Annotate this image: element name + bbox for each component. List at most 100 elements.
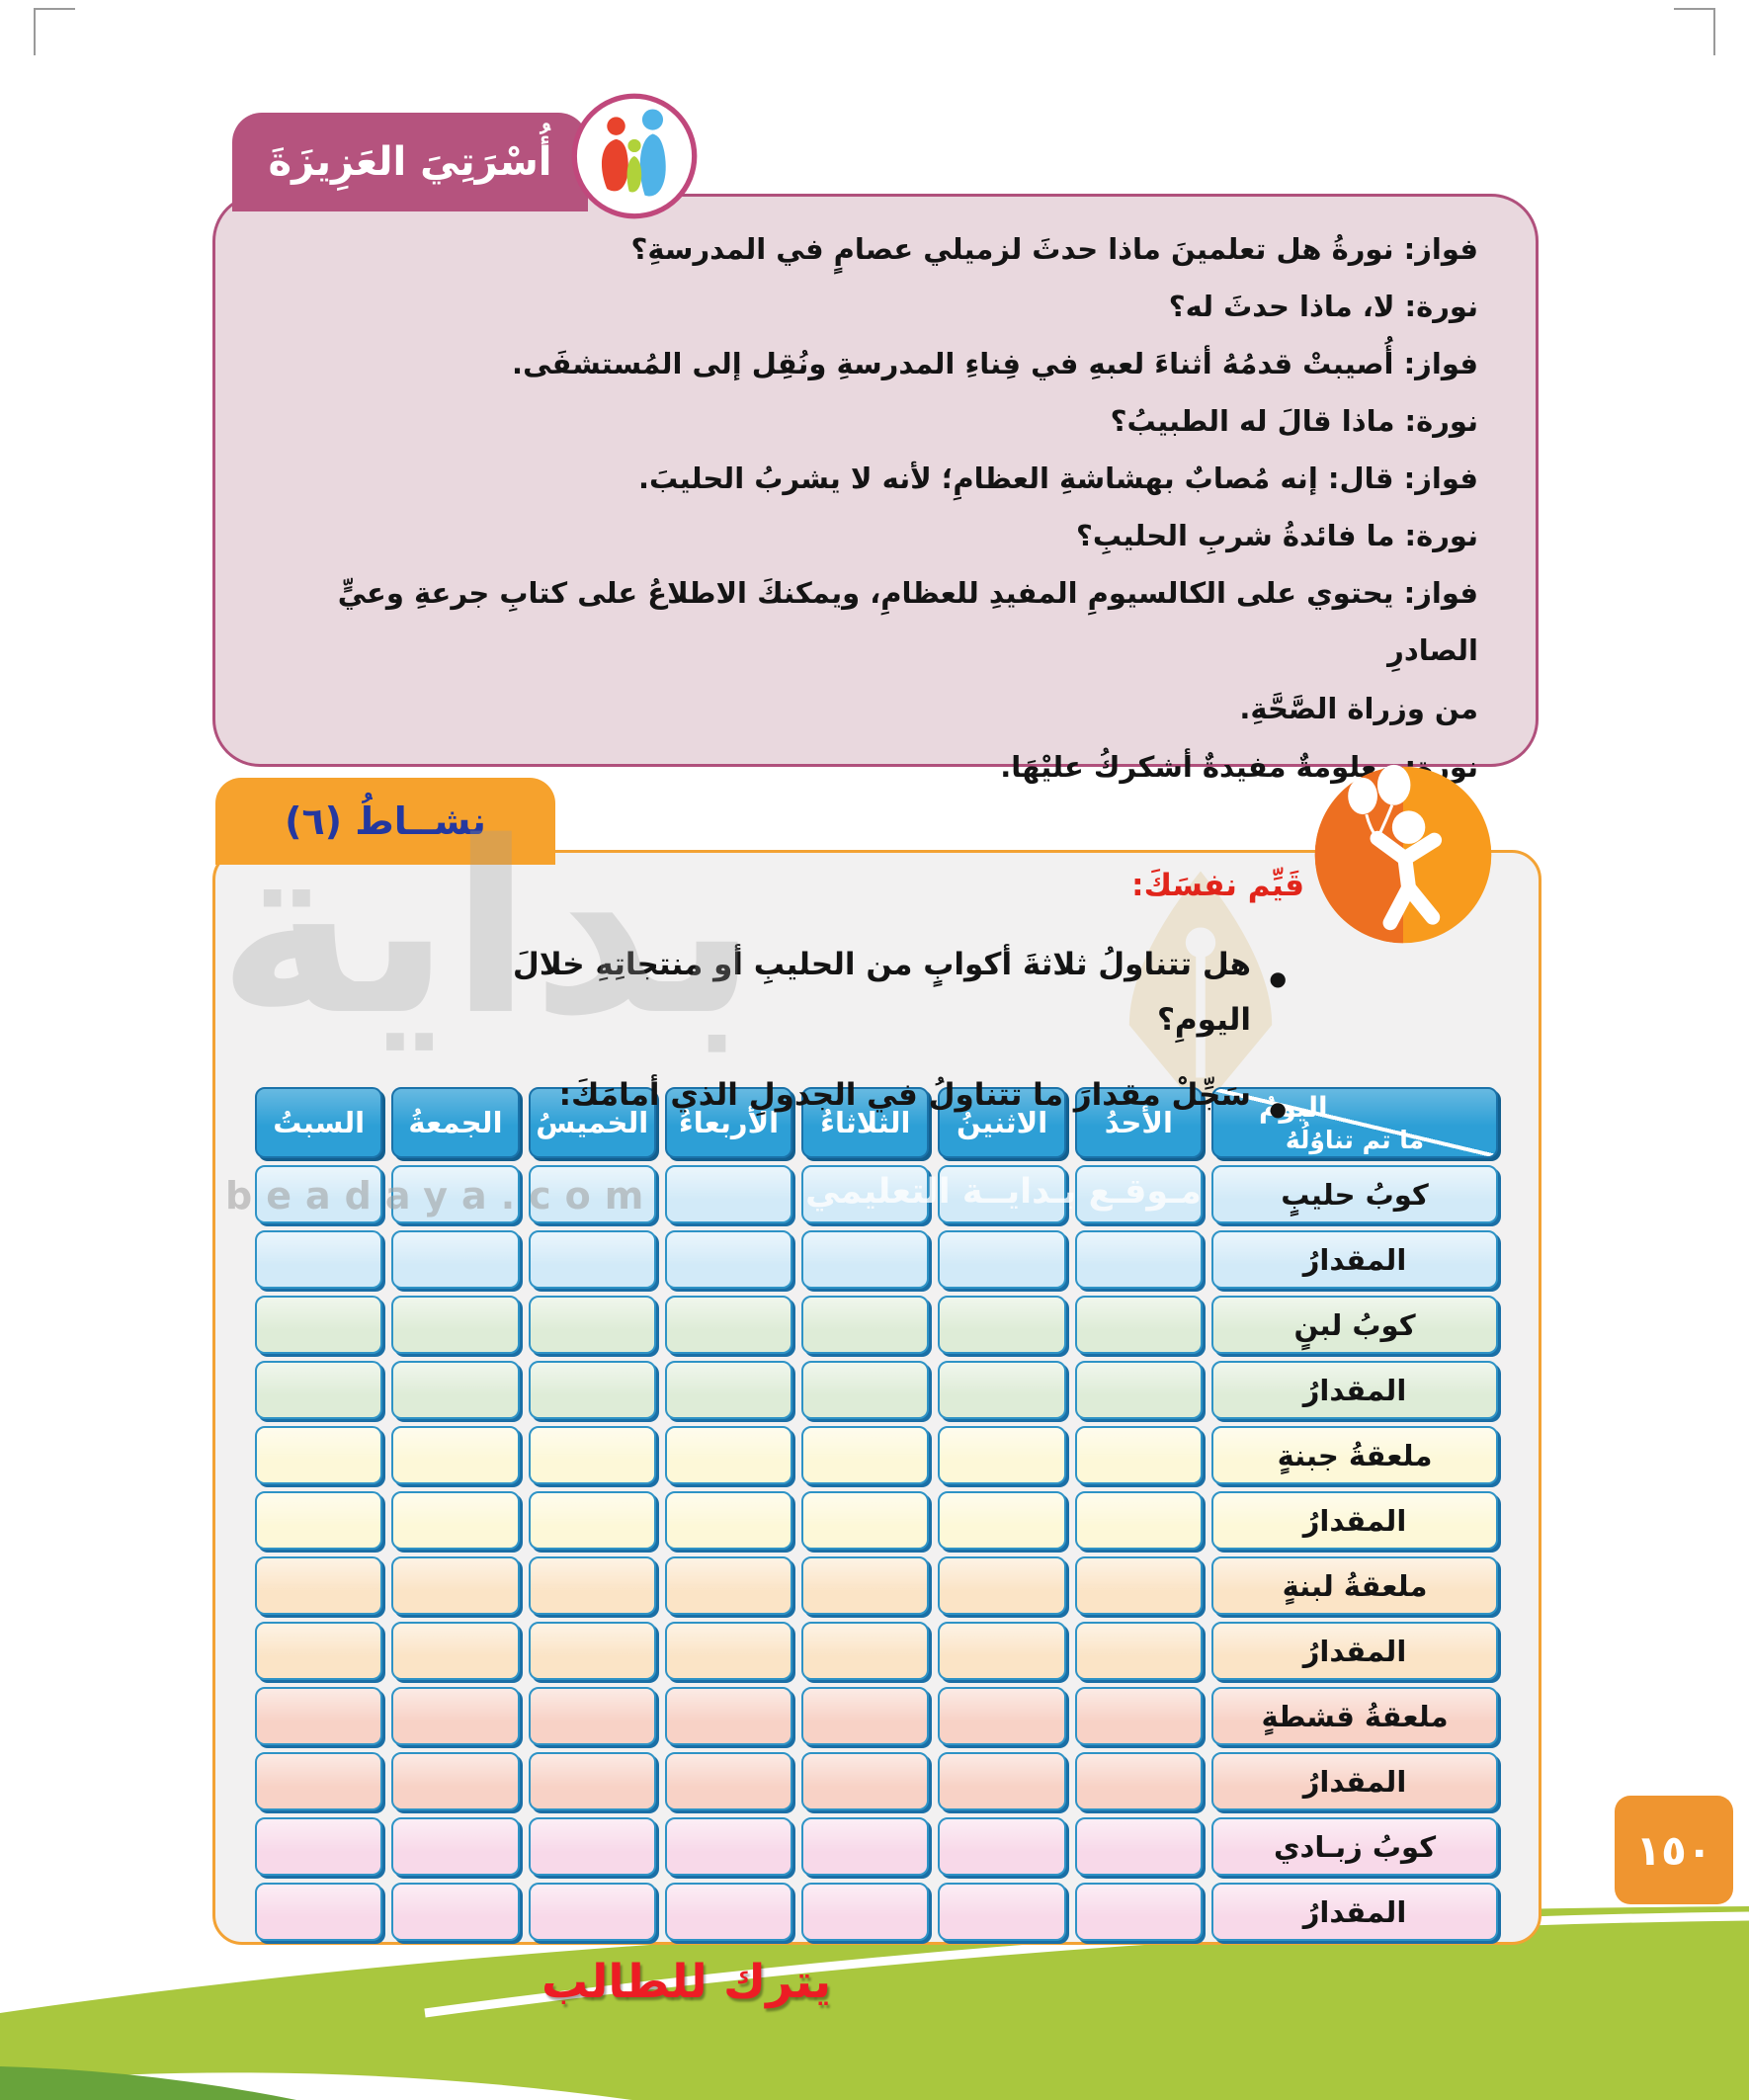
intake-cell[interactable] — [391, 1426, 520, 1484]
self-evaluate-heading: قَيِّم نفسَكَ: — [1131, 868, 1304, 903]
intake-cell[interactable] — [391, 1165, 520, 1223]
intake-cell[interactable] — [664, 1752, 793, 1810]
intake-cell[interactable] — [391, 1361, 520, 1419]
intake-cell[interactable] — [938, 1687, 1066, 1745]
intake-cell[interactable] — [1074, 1687, 1203, 1745]
intake-cell[interactable] — [528, 1817, 656, 1876]
day-header: السبتُ — [255, 1087, 383, 1158]
intake-cell[interactable] — [528, 1296, 656, 1354]
intake-cell[interactable] — [801, 1426, 930, 1484]
intake-cell[interactable] — [255, 1556, 383, 1615]
intake-cell[interactable] — [255, 1296, 383, 1354]
intake-cell[interactable] — [255, 1165, 383, 1223]
intake-table: اليومُ ما تم تناوُلُهُ الأحدُ الاثنينُ الث… — [255, 1087, 1498, 1941]
intake-cell[interactable] — [528, 1165, 656, 1223]
activity-title: نشــاطُ (٦) — [285, 799, 486, 843]
intake-cell[interactable] — [938, 1361, 1066, 1419]
intake-cell[interactable] — [801, 1817, 930, 1876]
intake-cell[interactable] — [528, 1622, 656, 1680]
intake-cell[interactable] — [938, 1817, 1066, 1876]
intake-cell[interactable] — [801, 1752, 930, 1810]
intake-cell[interactable] — [528, 1361, 656, 1419]
intake-cell[interactable] — [1074, 1752, 1203, 1810]
intake-cell[interactable] — [391, 1817, 520, 1876]
intake-cell[interactable] — [664, 1426, 793, 1484]
intake-cell[interactable] — [255, 1883, 383, 1941]
intake-cell[interactable] — [255, 1752, 383, 1810]
student-note: يترك للطالب — [541, 1955, 832, 2009]
intake-cell[interactable] — [391, 1296, 520, 1354]
intake-cell[interactable] — [938, 1752, 1066, 1810]
intake-cell[interactable] — [938, 1165, 1066, 1223]
intake-cell[interactable] — [255, 1817, 383, 1876]
intake-cell[interactable] — [664, 1491, 793, 1550]
intake-cell[interactable] — [938, 1622, 1066, 1680]
intake-cell[interactable] — [391, 1622, 520, 1680]
intake-cell[interactable] — [938, 1556, 1066, 1615]
intake-cell[interactable] — [528, 1491, 656, 1550]
intake-cell[interactable] — [664, 1687, 793, 1745]
intake-cell[interactable] — [664, 1361, 793, 1419]
intake-cell[interactable] — [391, 1883, 520, 1941]
intake-cell[interactable] — [801, 1165, 930, 1223]
intake-cell[interactable] — [938, 1296, 1066, 1354]
intake-cell[interactable] — [664, 1622, 793, 1680]
intake-cell[interactable] — [528, 1230, 656, 1289]
intake-cell[interactable] — [1074, 1426, 1203, 1484]
dialogue-line: نورة: ما فائدةُ شربِ الحليبِ؟ — [1076, 519, 1478, 552]
intake-cell[interactable] — [255, 1687, 383, 1745]
intake-cell[interactable] — [528, 1883, 656, 1941]
intake-cell[interactable] — [801, 1883, 930, 1941]
row-label: ملعقةُ جبنةٍ — [1211, 1426, 1498, 1484]
intake-cell[interactable] — [1074, 1165, 1203, 1223]
intake-cell[interactable] — [1074, 1296, 1203, 1354]
family-icon — [569, 91, 700, 221]
intake-cell[interactable] — [801, 1361, 930, 1419]
intake-cell[interactable] — [664, 1296, 793, 1354]
intake-cell[interactable] — [1074, 1817, 1203, 1876]
intake-cell[interactable] — [1074, 1883, 1203, 1941]
intake-cell[interactable] — [801, 1491, 930, 1550]
intake-cell[interactable] — [391, 1752, 520, 1810]
intake-cell[interactable] — [1074, 1491, 1203, 1550]
intake-cell[interactable] — [391, 1230, 520, 1289]
dialogue-line: فواز: قال: إنه مُصابٌ بهشاشةِ العظامِ؛ ل… — [638, 462, 1478, 495]
intake-cell[interactable] — [1074, 1230, 1203, 1289]
intake-cell[interactable] — [1074, 1622, 1203, 1680]
page-number: ١٥٠ — [1635, 1825, 1712, 1875]
intake-cell[interactable] — [801, 1296, 930, 1354]
intake-cell[interactable] — [938, 1883, 1066, 1941]
intake-cell[interactable] — [255, 1361, 383, 1419]
intake-cell[interactable] — [528, 1752, 656, 1810]
intake-cell[interactable] — [938, 1426, 1066, 1484]
row-label: المقدارُ — [1211, 1361, 1498, 1419]
intake-cell[interactable] — [801, 1230, 930, 1289]
intake-cell[interactable] — [664, 1165, 793, 1223]
intake-cell[interactable] — [938, 1491, 1066, 1550]
row-label: المقدارُ — [1211, 1752, 1498, 1810]
intake-cell[interactable] — [664, 1230, 793, 1289]
intake-cell[interactable] — [938, 1230, 1066, 1289]
intake-cell[interactable] — [528, 1426, 656, 1484]
intake-cell[interactable] — [1074, 1361, 1203, 1419]
intake-cell[interactable] — [391, 1556, 520, 1615]
intake-cell[interactable] — [801, 1687, 930, 1745]
intake-cell[interactable] — [801, 1622, 930, 1680]
intake-cell[interactable] — [801, 1556, 930, 1615]
intake-cell[interactable] — [255, 1426, 383, 1484]
intake-cell[interactable] — [391, 1491, 520, 1550]
row-label: المقدارُ — [1211, 1491, 1498, 1550]
bullet-item: سَجِّلْ مقدارَ ما تتناولُ في الجدولِ الذ… — [437, 1067, 1287, 1136]
intake-cell[interactable] — [664, 1556, 793, 1615]
intake-cell[interactable] — [255, 1622, 383, 1680]
intake-cell[interactable] — [255, 1491, 383, 1550]
intake-cell[interactable] — [391, 1687, 520, 1745]
dialogue-line: من وزراة الصَّحَّةِ. — [1239, 692, 1478, 725]
intake-cell[interactable] — [255, 1230, 383, 1289]
intake-cell[interactable] — [664, 1817, 793, 1876]
intake-cell[interactable] — [528, 1687, 656, 1745]
intake-cell[interactable] — [664, 1883, 793, 1941]
intake-cell[interactable] — [1074, 1556, 1203, 1615]
intake-cell[interactable] — [528, 1556, 656, 1615]
